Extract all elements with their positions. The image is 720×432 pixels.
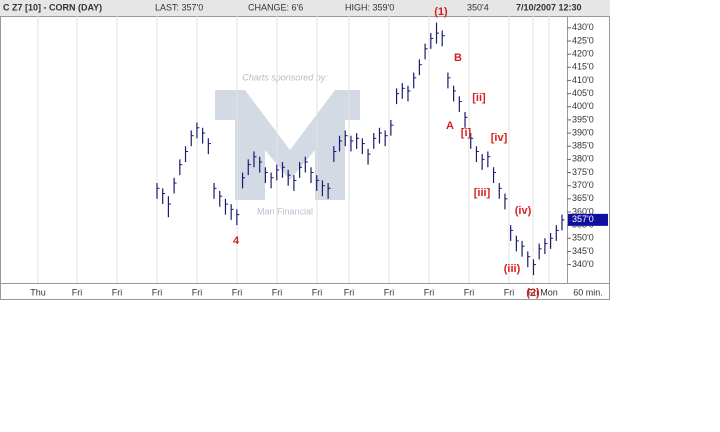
wave-label: (2) bbox=[526, 287, 540, 299]
y-tick-label: 395'0 bbox=[572, 114, 594, 124]
last: LAST: 357'0 bbox=[155, 2, 203, 12]
watermark-logo bbox=[215, 90, 360, 200]
y-tick-label: 375'0 bbox=[572, 167, 594, 177]
wave-label: B bbox=[454, 52, 462, 64]
x-tick-label: Mon bbox=[540, 287, 558, 297]
low: 350'4 bbox=[467, 2, 489, 12]
sponsor: Charts sponsored by: bbox=[242, 72, 328, 82]
x-tick-label: Fri bbox=[384, 287, 395, 297]
x-tick-label: Fri bbox=[344, 287, 355, 297]
datetime: 7/10/2007 12:30 bbox=[516, 2, 582, 12]
wave-label: [i] bbox=[461, 127, 472, 139]
y-tick-label: 360'0 bbox=[572, 206, 594, 216]
change: CHANGE: 6'6 bbox=[248, 2, 303, 12]
x-tick-label: Fri bbox=[112, 287, 123, 297]
y-tick-label: 340'0 bbox=[572, 259, 594, 269]
wave-label: (iii) bbox=[504, 263, 521, 275]
wave-label: 4 bbox=[233, 235, 240, 247]
wave-label: (1) bbox=[434, 6, 448, 18]
x-tick-label: Fri bbox=[504, 287, 515, 297]
time-axis bbox=[0, 283, 610, 300]
watermark: Man Financial bbox=[257, 206, 313, 216]
y-tick-label: 390'0 bbox=[572, 127, 594, 137]
wave-label: A bbox=[446, 120, 454, 132]
x-tick-label: Fri bbox=[192, 287, 203, 297]
symbol: C Z7 [10] - CORN (DAY) bbox=[3, 2, 102, 12]
price-marker bbox=[568, 213, 608, 226]
x-tick-label: Thu bbox=[30, 287, 46, 297]
y-tick-label: 345'0 bbox=[572, 246, 594, 256]
wave-label: [iv] bbox=[491, 132, 508, 144]
y-tick-label: 400'0 bbox=[572, 101, 594, 111]
price-marker-label: 357'0 bbox=[572, 214, 594, 224]
wave-label: [iii] bbox=[474, 187, 491, 199]
y-tick-label: 410'0 bbox=[572, 75, 594, 85]
y-tick-label: 425'0 bbox=[572, 35, 594, 45]
y-tick-label: 430'0 bbox=[572, 22, 594, 32]
header-bar bbox=[0, 0, 610, 16]
y-tick-label: 415'0 bbox=[572, 62, 594, 72]
y-tick-label: 385'0 bbox=[572, 141, 594, 151]
x-tick-label: Fri bbox=[528, 287, 539, 297]
wave-label: (iv) bbox=[515, 205, 532, 217]
y-tick-label: 365'0 bbox=[572, 193, 594, 203]
y-tick-label: 350'0 bbox=[572, 233, 594, 243]
y-tick-label: 405'0 bbox=[572, 88, 594, 98]
x-tick-label: Fri bbox=[232, 287, 243, 297]
high: HIGH: 359'0 bbox=[345, 2, 394, 12]
y-tick-label: 370'0 bbox=[572, 180, 594, 190]
x-tick-label: Fri bbox=[72, 287, 83, 297]
x-tick-label: Fri bbox=[272, 287, 283, 297]
x-tick-label: 60 min. bbox=[573, 287, 603, 297]
y-tick-label: 380'0 bbox=[572, 154, 594, 164]
y-tick-label: 420'0 bbox=[572, 49, 594, 59]
x-tick-label: Fri bbox=[424, 287, 435, 297]
wave-label: [ii] bbox=[472, 92, 486, 104]
x-tick-label: Fri bbox=[312, 287, 323, 297]
x-tick-label: Fri bbox=[464, 287, 475, 297]
x-tick-label: Fri bbox=[152, 287, 163, 297]
